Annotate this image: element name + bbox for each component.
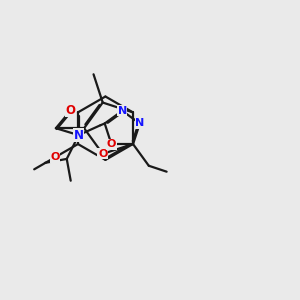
Text: N: N: [74, 129, 84, 142]
Text: O: O: [66, 104, 76, 117]
Text: N: N: [135, 118, 144, 128]
Text: O: O: [50, 152, 59, 162]
Text: O: O: [107, 139, 116, 149]
Text: N: N: [118, 106, 127, 116]
Text: O: O: [98, 149, 107, 159]
